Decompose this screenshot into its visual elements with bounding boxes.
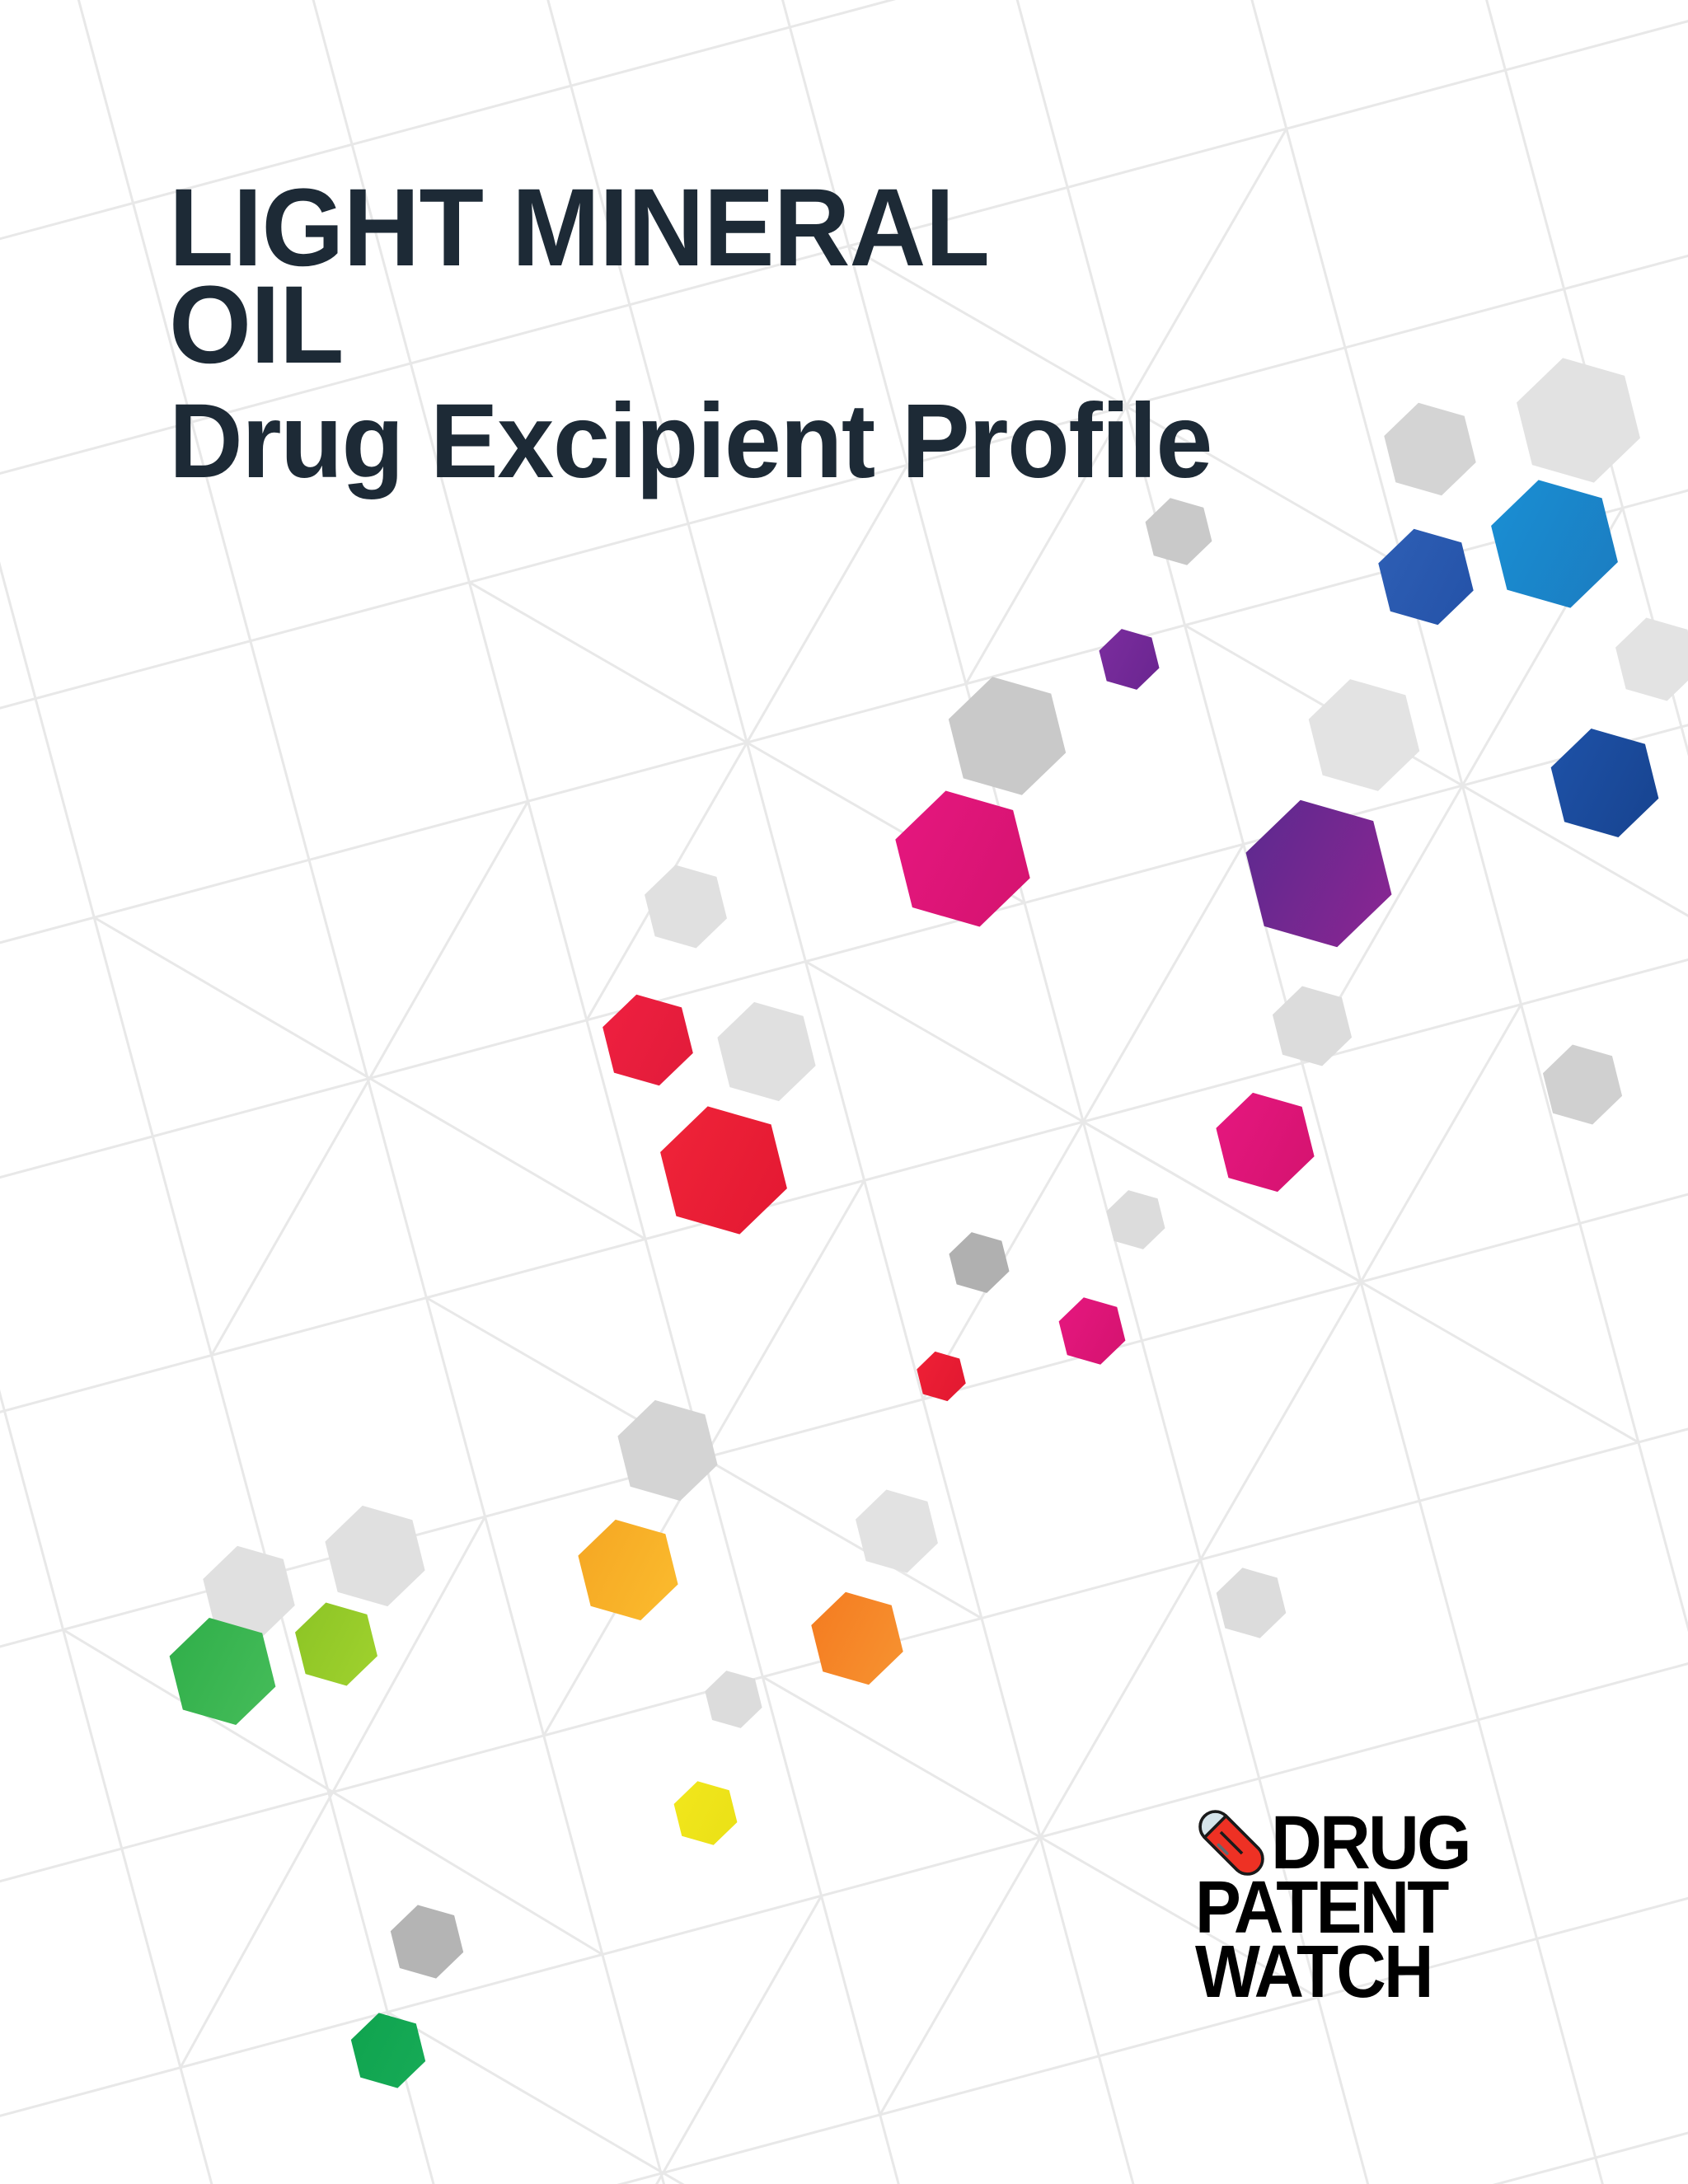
hex-gray-9 xyxy=(717,1001,816,1102)
hex-red-1 xyxy=(603,994,693,1086)
hex-blue-dark xyxy=(1550,729,1659,837)
logo-word-watch: WATCH xyxy=(1195,1931,1433,2013)
hex-gray-18 xyxy=(705,1671,762,1728)
hex-gray-16 xyxy=(203,1545,295,1639)
hex-gray-8 xyxy=(1272,986,1353,1066)
hex-gray-14 xyxy=(856,1489,938,1573)
hex-red-3 xyxy=(917,1351,966,1402)
hex-gray-13 xyxy=(617,1399,718,1502)
hex-pink-1 xyxy=(895,790,1030,927)
logo-word-drug: DRUG xyxy=(1271,1801,1472,1885)
hex-pink-3 xyxy=(1058,1297,1126,1365)
cover-subtitle: Drug Excipient Profile xyxy=(169,382,1212,500)
hex-orange-2 xyxy=(811,1591,903,1685)
hex-gray-4 xyxy=(1615,617,1688,701)
hex-gray-19 xyxy=(390,1905,464,1979)
title-line-2: OIL xyxy=(169,264,344,387)
hex-gray-15 xyxy=(325,1505,425,1607)
hex-gray-7 xyxy=(645,865,727,949)
hex-orange-1 xyxy=(578,1519,678,1621)
cover-title-block: LIGHT MINERAL OIL Drug Excipient Profile xyxy=(169,166,1661,500)
hex-gray-11 xyxy=(1106,1190,1165,1249)
hex-purple-lg xyxy=(1245,799,1392,948)
hex-gray-6 xyxy=(1308,679,1420,791)
hex-gray-12 xyxy=(949,1232,1010,1293)
hex-gray-5 xyxy=(948,677,1067,795)
hex-yellow xyxy=(673,1781,738,1845)
hex-gray-3 xyxy=(1145,498,1212,565)
drugpatentwatch-logo: DRUG PATENT WATCH xyxy=(1193,1801,1523,2013)
hex-blue-mid xyxy=(1378,528,1474,626)
hex-red-2 xyxy=(660,1106,787,1235)
hex-pink-2 xyxy=(1216,1092,1315,1193)
hex-green-3 xyxy=(350,2013,426,2088)
hex-gray-17 xyxy=(1216,1568,1287,1638)
hex-purple-sm xyxy=(1099,629,1160,690)
hex-gray-10 xyxy=(1542,1044,1623,1125)
hex-green-1 xyxy=(169,1617,276,1726)
title-line-1: LIGHT MINERAL xyxy=(169,166,990,289)
hex-green-2 xyxy=(295,1602,377,1686)
